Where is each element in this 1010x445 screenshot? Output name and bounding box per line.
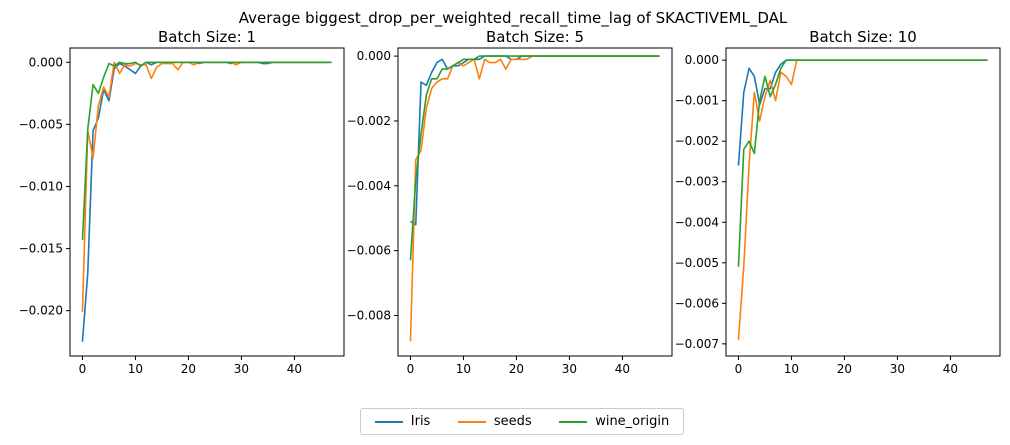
y-tick-label: −0.004 — [675, 215, 719, 229]
y-tick-label: 0.000 — [685, 53, 719, 67]
legend-swatch-iris — [374, 420, 403, 423]
series-line-iris — [81, 61, 332, 342]
subplot-2: Batch Size: 5 0 10 20 30 40 0.000 −0.002 −0.004 −… — [347, 28, 673, 376]
series-line-iris — [410, 55, 660, 226]
x-tick-label: 30 — [562, 362, 577, 376]
x-tick-label: 10 — [784, 362, 799, 376]
y-tick-label: −0.015 — [19, 242, 63, 256]
legend-item-wine-origin: wine_origin — [559, 414, 669, 429]
legend-label-iris: Iris — [410, 414, 431, 429]
x-tick-label: 10 — [456, 362, 471, 376]
y-tick-label: −0.005 — [675, 256, 719, 270]
legend-item-seeds: seeds — [457, 414, 532, 429]
y-tick-label: −0.010 — [19, 179, 63, 193]
plot-frame — [69, 47, 345, 357]
y-tick-label: −0.008 — [347, 308, 391, 322]
legend-swatch-seeds — [457, 420, 486, 423]
y-tick-label: −0.002 — [347, 114, 391, 128]
y-tick-label: 0.000 — [29, 55, 63, 69]
plot-frame — [397, 47, 673, 357]
subplot-title: Batch Size: 10 — [809, 28, 917, 46]
subplot-1: Batch Size: 1 0 10 20 30 40 0.000 −0.005 −0.010 −… — [19, 28, 345, 376]
x-tick-label: 30 — [234, 362, 249, 376]
y-tick-label: 0.000 — [357, 49, 391, 63]
legend-swatch-wine-origin — [559, 420, 588, 423]
x-tick-label: 40 — [943, 362, 958, 376]
legend-item-iris: Iris — [374, 414, 431, 429]
y-tick-label: −0.005 — [19, 117, 63, 131]
x-tick-label: 0 — [79, 362, 87, 376]
series-line-wine-origin — [737, 59, 988, 267]
series-line-seeds — [409, 55, 660, 342]
plot-frame — [725, 47, 1001, 357]
y-tick-label: −0.006 — [675, 296, 719, 310]
legend: Iris seeds wine_origin — [360, 408, 684, 435]
y-tick-label: −0.001 — [675, 94, 719, 108]
y-tick-label: −0.002 — [675, 134, 719, 148]
y-tick-label: −0.007 — [675, 337, 719, 351]
x-tick-label: 40 — [287, 362, 302, 376]
series-line-wine-origin — [409, 55, 660, 261]
subplot-3: Batch Size: 10 0 10 20 30 40 0.000 −0.001 −0.002… — [675, 28, 1001, 376]
x-tick-label: 20 — [181, 362, 196, 376]
x-tick-label: 20 — [509, 362, 524, 376]
series-line-seeds — [737, 59, 988, 340]
x-tick-label: 0 — [407, 362, 415, 376]
series-line-wine-origin — [81, 61, 332, 240]
x-tick-label: 20 — [837, 362, 852, 376]
subplot-title: Batch Size: 5 — [486, 28, 584, 46]
y-tick-label: −0.006 — [347, 244, 391, 258]
figure-title: Average biggest_drop_per_weighted_recall… — [239, 9, 788, 28]
x-tick-label: 10 — [128, 362, 143, 376]
series-line-iris — [737, 59, 988, 166]
x-tick-label: 30 — [890, 362, 905, 376]
y-tick-label: −0.004 — [347, 179, 391, 193]
legend-label-seeds: seeds — [493, 414, 532, 429]
series-line-seeds — [81, 61, 332, 312]
x-tick-label: 0 — [735, 362, 743, 376]
y-tick-label: −0.020 — [19, 304, 63, 318]
legend-label-wine-origin: wine_origin — [595, 414, 670, 429]
y-tick-label: −0.003 — [675, 175, 719, 189]
x-tick-label: 40 — [615, 362, 630, 376]
subplot-title: Batch Size: 1 — [158, 28, 256, 46]
